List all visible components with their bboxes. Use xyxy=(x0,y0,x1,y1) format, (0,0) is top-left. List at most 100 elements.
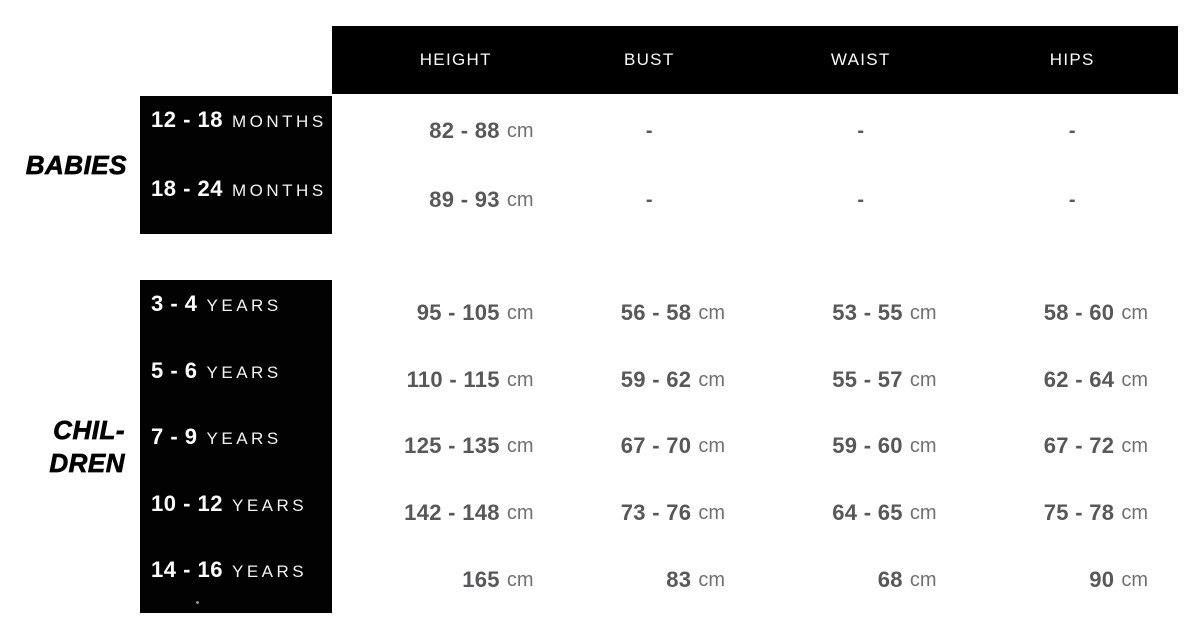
cell-bust: 73 - 76 cm xyxy=(544,480,756,547)
cell-hips: 67 - 72 cm xyxy=(967,413,1179,480)
measurement-unit: cm xyxy=(1121,368,1148,391)
age-range: 3 - 4 xyxy=(151,291,198,316)
measurement-unit: cm xyxy=(698,568,725,591)
cell-hips: 62 - 64 cm xyxy=(967,347,1179,414)
group-label-children-line1: CHIL- xyxy=(53,414,125,445)
cell-height: 125 - 135 cm xyxy=(332,413,544,480)
group-label-babies: BABIES xyxy=(0,96,140,234)
table-header-bar: HEIGHT BUST WAIST HIPS xyxy=(332,26,1178,94)
age-row-7-9-years: 7 - 9 YEARS xyxy=(140,413,332,480)
measurement-unit: cm xyxy=(909,435,937,458)
cell-waist: 55 - 57 cm xyxy=(755,347,967,414)
measurement-unit: cm xyxy=(698,435,725,458)
cell-height: 110 - 115 cm xyxy=(332,347,544,414)
children-age-box: 3 - 4 YEARS 5 - 6 YEARS 7 - 9 YEARS 10 -… xyxy=(140,280,332,613)
age-row-10-12-years: 10 - 12 YEARS xyxy=(140,480,332,547)
cell-waist-empty: - xyxy=(857,119,865,142)
age-range: 5 - 6 xyxy=(151,357,198,383)
measurement-unit: cm xyxy=(506,568,534,591)
babies-measurements: 82 - 88 cm - - - 89 - 93 cm - - - xyxy=(332,96,1178,234)
measurement-unit: cm xyxy=(698,302,725,325)
measurement-value: 64 - 65 xyxy=(832,500,903,526)
measurement-value: 67 - 70 xyxy=(620,433,692,459)
measurement-unit: cm xyxy=(698,502,725,525)
cell-waist: 64 - 65 cm xyxy=(755,480,967,547)
table-row: 95 - 105 cm 56 - 58 cm 53 - 55 cm 58 - 6… xyxy=(332,280,1178,347)
cell-hips: 75 - 78 cm xyxy=(967,480,1179,547)
measurement-unit: cm xyxy=(909,368,937,391)
age-range: 14 - 16 xyxy=(151,557,223,583)
measurement-value: 95 - 105 xyxy=(416,300,500,326)
age-range: 18 - 24 xyxy=(151,176,223,201)
table-row: 125 - 135 cm 67 - 70 cm 59 - 60 cm 67 - … xyxy=(332,413,1178,480)
measurement-value: 58 - 60 xyxy=(1043,300,1115,326)
age-unit: YEARS xyxy=(232,495,308,515)
cell-bust: 83 cm xyxy=(544,546,756,613)
measurement-unit: cm xyxy=(506,502,534,525)
cell-waist: 68 cm xyxy=(755,546,967,613)
column-header-hips: HIPS xyxy=(1049,50,1095,69)
table-row: 89 - 93 cm - - - xyxy=(332,165,1178,234)
group-label-babies-text: BABIES xyxy=(25,149,127,180)
measurement-value: 53 - 55 xyxy=(832,300,903,326)
measurement-unit: cm xyxy=(506,119,534,142)
cell-waist: 59 - 60 cm xyxy=(755,413,967,480)
measurement-value: 55 - 57 xyxy=(832,366,903,392)
table-row: 110 - 115 cm 59 - 62 cm 55 - 57 cm 62 - … xyxy=(332,347,1178,414)
age-range: 7 - 9 xyxy=(151,424,198,450)
cell-height: 95 - 105 cm xyxy=(332,280,544,347)
measurement-value: 165 xyxy=(462,566,500,592)
age-row-5-6-years: 5 - 6 YEARS xyxy=(140,347,332,414)
age-unit: YEARS xyxy=(206,362,282,382)
cell-hips: 90 cm xyxy=(967,546,1179,613)
cell-waist-empty: - xyxy=(857,188,865,211)
cell-bust-empty: - xyxy=(645,119,653,142)
measurement-unit: cm xyxy=(506,188,534,211)
measurement-unit: cm xyxy=(1121,435,1148,458)
measurement-value: 110 - 115 xyxy=(406,366,500,392)
age-range: 12 - 18 xyxy=(151,107,223,132)
age-unit: YEARS xyxy=(232,562,308,582)
measurement-unit: cm xyxy=(1121,502,1148,525)
measurement-value: 90 xyxy=(1089,566,1115,592)
measurement-value: 125 - 135 xyxy=(404,433,500,459)
measurement-value: 67 - 72 xyxy=(1043,433,1115,459)
measurement-unit: cm xyxy=(506,435,534,458)
table-row: 82 - 88 cm - - - xyxy=(332,96,1178,165)
cell-height: 165 cm xyxy=(332,546,544,613)
cell-bust-empty: - xyxy=(645,188,653,211)
cell-height: 142 - 148 cm xyxy=(332,480,544,547)
age-row-18-24-months: 18 - 24 MONTHS xyxy=(140,165,332,234)
age-unit: YEARS xyxy=(206,296,282,315)
measurement-value: 62 - 64 xyxy=(1043,366,1115,392)
measurement-unit: cm xyxy=(506,302,534,325)
measurement-unit: cm xyxy=(1121,302,1148,325)
cell-bust: 59 - 62 cm xyxy=(544,347,756,414)
cell-hips: 58 - 60 cm xyxy=(967,280,1179,347)
cell-bust: 67 - 70 cm xyxy=(544,413,756,480)
age-unit: MONTHS xyxy=(232,181,327,200)
age-unit: MONTHS xyxy=(232,112,327,131)
cell-hips-empty: - xyxy=(1068,119,1076,142)
measurement-value: 82 - 88 xyxy=(429,117,500,143)
measurement-value: 56 - 58 xyxy=(620,300,692,326)
age-range: 10 - 12 xyxy=(151,490,223,516)
dot-artifact xyxy=(196,601,199,604)
column-header-height: HEIGHT xyxy=(419,50,492,69)
group-label-children: CHIL- DREN xyxy=(0,280,140,613)
cell-height: 89 - 93 cm xyxy=(332,165,544,234)
measurement-value: 75 - 78 xyxy=(1043,500,1115,526)
age-row-12-18-months: 12 - 18 MONTHS xyxy=(140,96,332,165)
column-header-waist: WAIST xyxy=(830,50,891,69)
cell-hips-empty: - xyxy=(1068,188,1076,211)
measurement-unit: cm xyxy=(1121,568,1148,591)
children-measurements: 95 - 105 cm 56 - 58 cm 53 - 55 cm 58 - 6… xyxy=(332,280,1178,613)
cell-waist: 53 - 55 cm xyxy=(755,280,967,347)
measurement-value: 83 xyxy=(666,566,692,592)
column-header-bust: BUST xyxy=(623,50,675,69)
measurement-value: 89 - 93 xyxy=(429,186,500,212)
group-label-children-line2: DREN xyxy=(49,447,125,478)
cell-bust: 56 - 58 cm xyxy=(544,280,756,347)
age-row-3-4-years: 3 - 4 YEARS xyxy=(140,280,332,347)
